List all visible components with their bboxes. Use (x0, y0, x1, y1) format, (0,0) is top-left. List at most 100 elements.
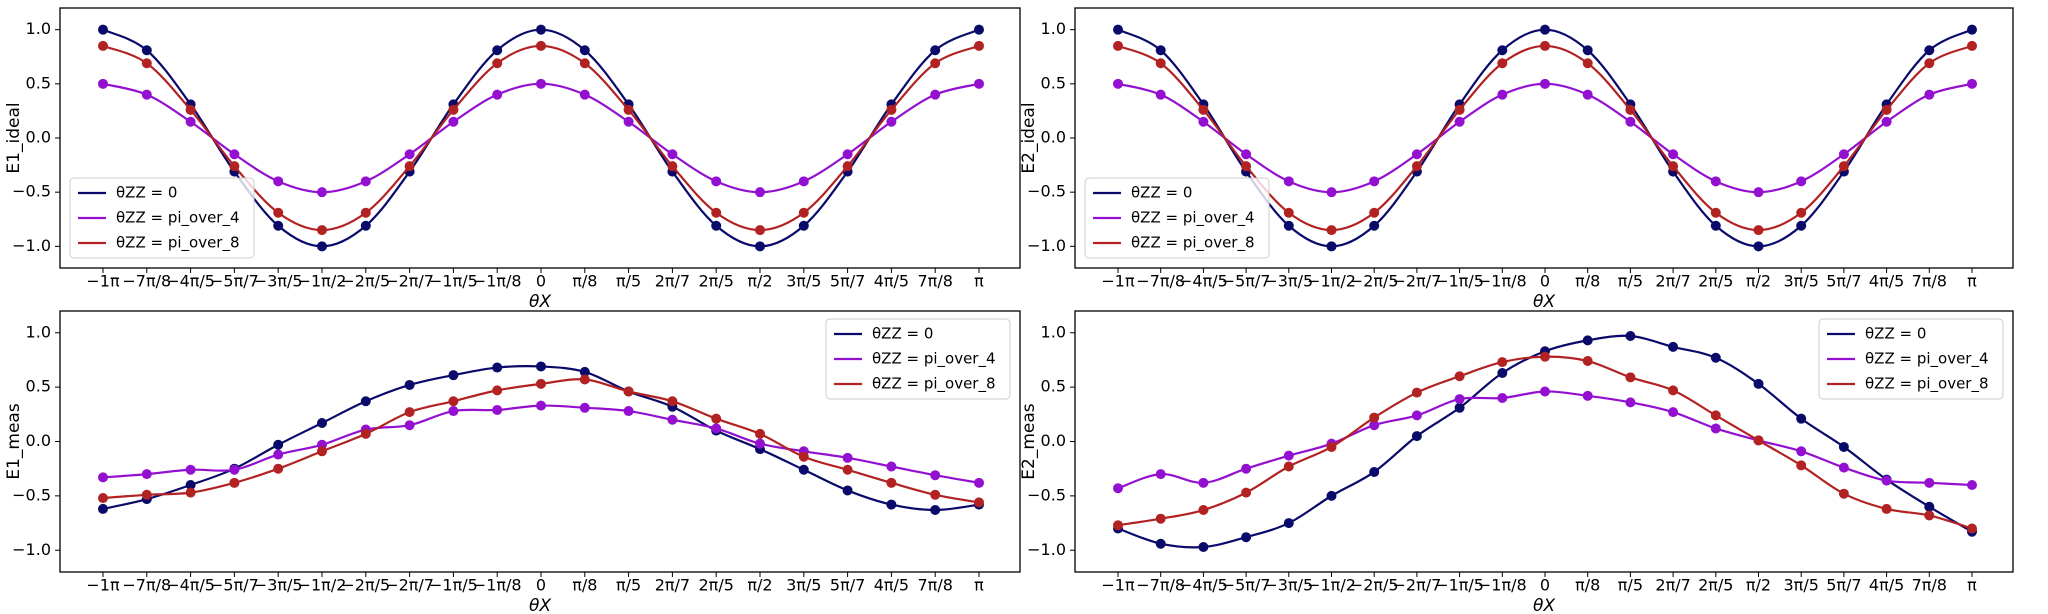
x-tick-label: −2π/7 (1393, 576, 1442, 595)
point (273, 439, 284, 450)
point (1113, 520, 1123, 531)
point (1753, 435, 1764, 446)
point (536, 378, 546, 389)
x-tick-label: 4π/5 (1869, 272, 1904, 291)
y-axis-label: E1_ideal (4, 102, 24, 173)
point (1454, 402, 1465, 413)
point (98, 493, 108, 504)
point (273, 207, 284, 218)
point (1411, 410, 1422, 421)
point (974, 24, 984, 35)
x-tick-label: −4π/5 (1179, 576, 1228, 595)
y-tick-label: 0.5 (26, 73, 51, 92)
point (317, 225, 327, 236)
point (1198, 104, 1209, 115)
point (536, 24, 546, 35)
point (448, 104, 459, 115)
point (1924, 477, 1935, 488)
y-tick-label: −0.5 (12, 182, 51, 201)
legend-box (69, 177, 255, 259)
point (1838, 161, 1849, 172)
point (755, 187, 765, 198)
y-tick-label: 0.0 (1041, 128, 1066, 147)
point (798, 220, 809, 231)
point (1113, 483, 1123, 494)
point (842, 161, 853, 172)
point (448, 116, 459, 127)
subplot: −1.0 −0.5 0.0 0.5 1.0 −1π −7π/8−4π/5−5π/7−3π/5… (4, 310, 1021, 614)
x-tick-label: 5π/7 (830, 272, 865, 291)
point (1881, 104, 1892, 115)
point (1753, 378, 1764, 389)
point (623, 406, 634, 417)
x-tick-label: −5π/7 (210, 576, 259, 595)
y-tick-label: 0.0 (1041, 431, 1066, 450)
point (1540, 24, 1550, 35)
point (1454, 371, 1465, 382)
point (623, 386, 634, 397)
point (317, 241, 327, 252)
point (141, 45, 152, 56)
point (1497, 367, 1508, 378)
point (755, 241, 765, 252)
point (1540, 351, 1550, 362)
x-tick-label: −7π/8 (122, 576, 171, 595)
point (492, 58, 503, 69)
point (1454, 104, 1465, 115)
point (886, 477, 897, 488)
point (1241, 487, 1252, 498)
point (667, 396, 678, 407)
x-tick-label: 3π/5 (786, 576, 821, 595)
x-tick-label: −2π/7 (385, 272, 434, 291)
x-tick-label: 2π/5 (699, 576, 734, 595)
point (667, 149, 678, 160)
subplot: −1.0 −0.5 0.0 0.5 1.0 −1π −7π/8−4π/5−5π/7−3π/5… (4, 7, 1021, 312)
point (886, 499, 897, 510)
x-tick-label: 3π/5 (786, 272, 821, 291)
x-tick-label: 3π/5 (1784, 576, 1819, 595)
point (1625, 372, 1636, 383)
point (1668, 341, 1679, 352)
x-tick-label: π/5 (616, 576, 641, 595)
x-tick-label: 2π/7 (1655, 576, 1690, 595)
point (1668, 161, 1679, 172)
y-tick-label: −0.5 (1027, 485, 1066, 504)
point (360, 220, 371, 231)
point (448, 396, 459, 407)
point (1881, 503, 1892, 514)
x-axis-label: θX (1533, 596, 1555, 614)
point (1369, 207, 1380, 218)
point (317, 446, 327, 457)
point (798, 207, 809, 218)
point (930, 45, 941, 56)
point (1582, 335, 1593, 346)
axes-frame (1074, 7, 2014, 269)
x-tick-label: −1π (86, 576, 120, 595)
y-tick-label: −1.0 (1027, 540, 1066, 559)
point (1454, 394, 1465, 405)
x-tick-label: −5π/7 (1222, 272, 1271, 291)
point (1967, 480, 1977, 490)
x-tick-label: −7π/8 (1136, 272, 1185, 291)
x-tick-label: π/2 (747, 272, 772, 291)
x-tick-label: 2π/7 (655, 576, 690, 595)
x-tick-label: −7π/8 (122, 272, 171, 291)
x-tick-label: 7π/8 (1912, 576, 1947, 595)
x-tick-label: π/5 (1618, 272, 1643, 291)
point (930, 89, 941, 100)
point (755, 428, 765, 439)
point (1540, 386, 1550, 397)
point (185, 487, 196, 498)
point (1411, 149, 1422, 160)
x-axis-label: θX (529, 596, 551, 614)
x-tick-label: 5π/7 (830, 576, 865, 595)
x-tick-label: 7π/8 (1912, 272, 1947, 291)
point (974, 477, 984, 488)
y-tick-label: 0.5 (1041, 377, 1066, 396)
point (1241, 149, 1252, 160)
x-tick-label: −1π/2 (1307, 576, 1356, 595)
point (1881, 475, 1892, 486)
legend-label: θZZ = pi_over_8 (1865, 375, 1989, 394)
point (1326, 187, 1337, 198)
point (1155, 513, 1166, 524)
